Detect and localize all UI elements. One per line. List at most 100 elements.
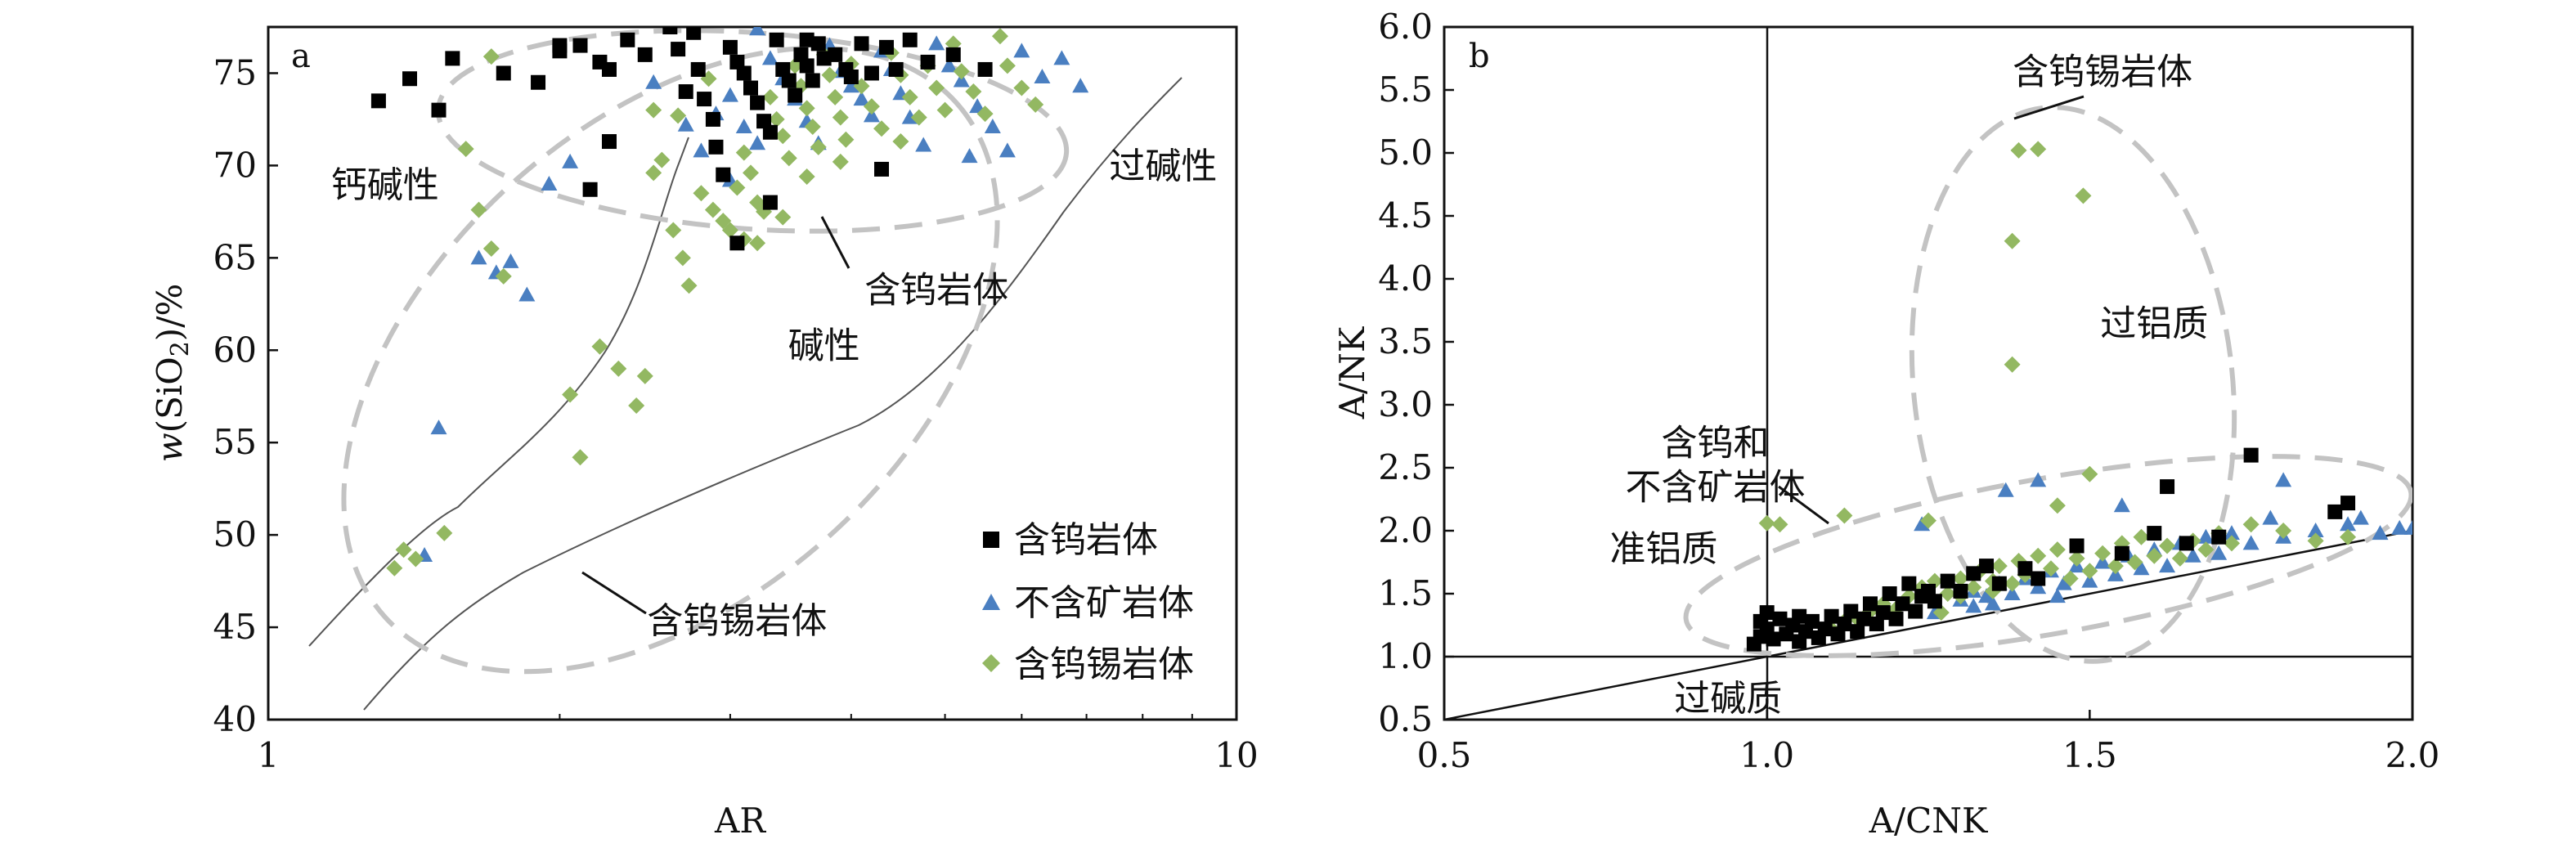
square-data-point bbox=[601, 134, 617, 150]
square-data-point bbox=[671, 42, 686, 57]
square-data-point bbox=[945, 47, 961, 62]
y-tick-label: 1.5 bbox=[1378, 573, 1433, 613]
diamond-data-point bbox=[1965, 579, 1982, 596]
diamond-data-point bbox=[665, 222, 682, 239]
square-data-point bbox=[1979, 559, 1995, 574]
diamond-data-point bbox=[976, 105, 994, 123]
diamond-data-point bbox=[2340, 528, 2357, 545]
triangle-data-point bbox=[2275, 472, 2292, 487]
diamond-data-point bbox=[749, 235, 766, 252]
triangle-data-point bbox=[1965, 598, 1982, 613]
diamond-data-point bbox=[2042, 560, 2059, 577]
square-data-point bbox=[2327, 504, 2343, 519]
diamond-data-point bbox=[774, 128, 792, 145]
diamond-data-point bbox=[832, 153, 849, 170]
triangle-data-point bbox=[721, 87, 738, 102]
triangle-data-point bbox=[961, 148, 978, 164]
triangle-data-point bbox=[1914, 516, 1931, 532]
square-data-point bbox=[431, 102, 447, 118]
diamond-data-point bbox=[892, 133, 909, 150]
square-data-point bbox=[805, 73, 820, 88]
diamond-data-point bbox=[965, 83, 982, 101]
diamond-data-point bbox=[674, 249, 691, 267]
square-data-point bbox=[874, 161, 890, 177]
square-data-point bbox=[637, 47, 653, 62]
diamond-data-point bbox=[901, 88, 918, 105]
triangle-data-point bbox=[853, 91, 870, 106]
panel-b-data-points bbox=[1746, 141, 2412, 652]
chart-annotation: 准铝质 bbox=[1609, 528, 1717, 570]
diamond-data-point bbox=[457, 141, 474, 158]
square-data-point bbox=[1895, 596, 1910, 612]
square-data-point bbox=[2069, 538, 2085, 554]
panel-a-tungsten-tin-leader-line bbox=[581, 571, 647, 615]
legend-label-barren: 不含矿岩体 bbox=[1014, 582, 1194, 624]
diamond-data-point bbox=[2197, 541, 2215, 559]
diamond-data-point bbox=[645, 164, 662, 182]
diamond-data-point bbox=[735, 144, 752, 161]
chart-annotation: 含钨和 bbox=[1662, 423, 1770, 464]
panel-a-data-points bbox=[370, 27, 1089, 577]
diamond-data-point bbox=[482, 48, 500, 65]
square-data-point bbox=[1772, 611, 1788, 626]
y-tick-label: 65 bbox=[213, 237, 257, 277]
triangle-data-point bbox=[749, 27, 766, 36]
diamond-data-point bbox=[999, 57, 1016, 74]
square-data-point bbox=[1966, 566, 1981, 581]
square-data-point bbox=[1953, 583, 1968, 599]
square-data-point bbox=[769, 32, 784, 47]
x-tick-label: 10 bbox=[1214, 735, 1258, 775]
diamond-data-point bbox=[2081, 563, 2098, 580]
triangle-data-point bbox=[2081, 572, 2098, 588]
triangle-data-point bbox=[2262, 509, 2279, 525]
diamond-data-point bbox=[386, 559, 403, 577]
square-data-point bbox=[1766, 631, 1781, 647]
square-data-point bbox=[1837, 616, 1852, 631]
square-data-point bbox=[2340, 496, 2356, 511]
triangle-data-point bbox=[2197, 528, 2215, 544]
panel-a-y-axis-label-main: (SiO bbox=[150, 357, 190, 433]
triangle-data-point bbox=[863, 107, 880, 123]
triangle-data-point bbox=[2030, 472, 2047, 487]
square-data-point bbox=[781, 73, 797, 88]
square-data-point bbox=[370, 93, 386, 109]
panel-b-axes: 0.5 1.0 1.5 2.0 0.5 1.0 1.5 2.0 2.5 3.0 3.5 4.0 4.5 5… bbox=[1378, 7, 2439, 775]
diamond-data-point bbox=[653, 151, 671, 168]
panel-a-tungsten-tin-field-ellipse bbox=[341, 45, 1000, 675]
triangle-data-point bbox=[2391, 519, 2408, 535]
square-data-point bbox=[816, 51, 832, 66]
y-tick-label: 5.0 bbox=[1378, 132, 1433, 173]
chart-annotation: 含钨岩体 bbox=[864, 270, 1008, 312]
triangle-data-point bbox=[761, 50, 779, 65]
diamond-data-point bbox=[2030, 547, 2047, 564]
triangle-data-point bbox=[518, 286, 536, 302]
square-data-point bbox=[888, 61, 904, 77]
triangle-data-point bbox=[2372, 525, 2389, 541]
square-data-point bbox=[531, 74, 546, 90]
diamond-data-point bbox=[1952, 570, 1969, 587]
triangle-data-point bbox=[430, 420, 447, 435]
diamond-data-point bbox=[863, 98, 880, 115]
diamond-data-point bbox=[482, 240, 500, 258]
diamond-data-point bbox=[1920, 512, 1936, 529]
square-data-point bbox=[678, 84, 693, 100]
square-data-point bbox=[2031, 571, 2046, 586]
diamond-data-point bbox=[2126, 554, 2143, 571]
square-data-point bbox=[496, 65, 511, 81]
triangle-data-point bbox=[2159, 558, 2176, 573]
y-tick-label: 45 bbox=[213, 607, 257, 647]
diamond-data-point bbox=[910, 109, 927, 126]
chart-annotation: 过铝质 bbox=[2100, 303, 2208, 344]
square-data-point bbox=[445, 51, 460, 66]
diamond-data-point bbox=[2062, 570, 2079, 587]
diamond-data-point bbox=[991, 28, 1008, 45]
square-data-point bbox=[1824, 608, 1839, 624]
square-data-point bbox=[799, 32, 815, 47]
y-tick-label: 4.0 bbox=[1378, 258, 1433, 298]
square-data-point bbox=[736, 65, 752, 81]
chart-annotation: 含钨锡岩体 bbox=[647, 600, 827, 642]
panel-b-label: b bbox=[1469, 38, 1490, 75]
triangle-data-point bbox=[2210, 545, 2228, 560]
panel-a-legend: 含钨岩体 不含矿岩体 含钨锡岩体 bbox=[982, 519, 1194, 685]
